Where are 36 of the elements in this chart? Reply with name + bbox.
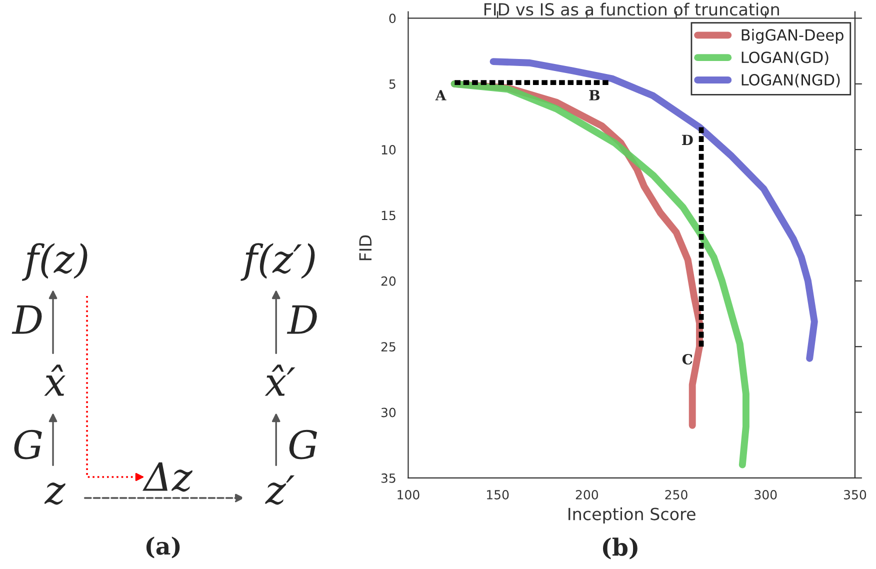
y-tick-label: 35	[381, 473, 396, 483]
text: G	[289, 430, 318, 460]
text: G	[14, 430, 42, 460]
text: x̂′	[264, 364, 296, 396]
x-tick-label: 350	[844, 490, 866, 500]
text: (a)	[146, 536, 180, 558]
y-tick-label: 15	[382, 210, 396, 220]
text: D	[12, 305, 42, 334]
text: f(z′)	[240, 243, 315, 281]
text: (b)	[603, 538, 638, 560]
x-tick-label: 250	[665, 490, 688, 500]
text: Δz	[142, 462, 193, 492]
text: z′	[265, 475, 295, 505]
x-axis-title: Inception Score	[568, 507, 696, 524]
legend-label: BigGAN-Deep	[742, 28, 844, 44]
text: f(z)	[22, 243, 88, 281]
annotation: C	[682, 354, 692, 365]
x-tick-label: 300	[754, 490, 777, 500]
text: D	[286, 305, 317, 334]
annotation: D	[682, 134, 693, 145]
text: z	[44, 482, 66, 505]
text: x̂	[44, 364, 66, 396]
y-tick-label: 30	[381, 408, 396, 418]
y-tick-label: 10	[382, 145, 396, 154]
y-tick-label: 5	[389, 80, 396, 89]
x-tick-label: 200	[576, 490, 598, 500]
legend-label: LOGAN(NGD)	[742, 74, 840, 88]
y-tick-label: 25	[381, 342, 396, 352]
x-tick-label: 150	[487, 490, 509, 500]
y-tick-label: 0	[389, 14, 396, 24]
x-tick-label: 100	[398, 490, 420, 500]
legend-label: LOGAN(GD)	[742, 51, 828, 65]
y-axis-title: FID	[359, 235, 372, 260]
y-tick-label: 20	[381, 276, 396, 286]
annotation: B	[589, 90, 600, 100]
annotation: A	[435, 90, 446, 100]
